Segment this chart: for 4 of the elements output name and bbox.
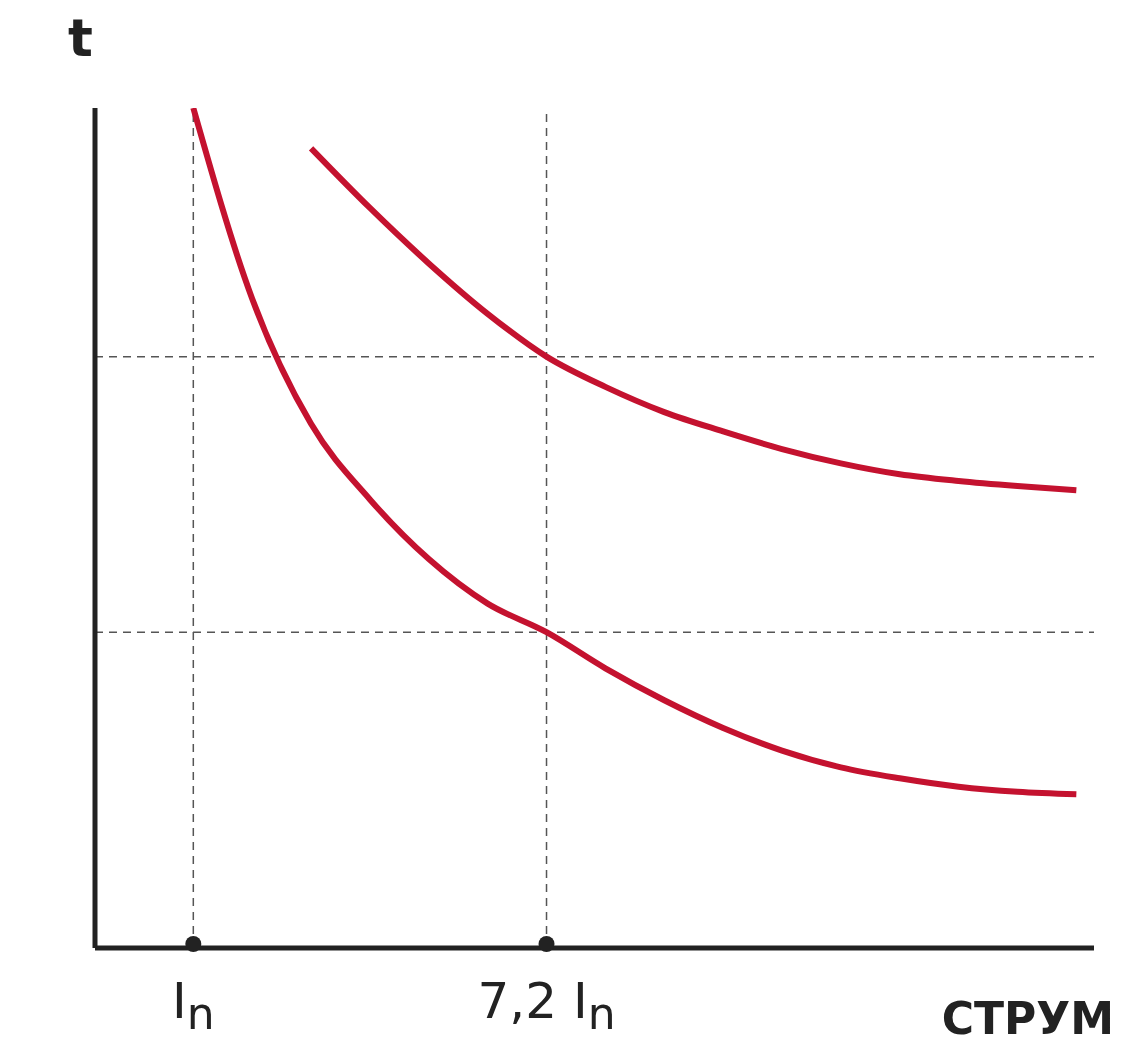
x-tick-label: 7,2 I$_{n}$ — [477, 972, 616, 1039]
y-axis-title: t — [68, 8, 93, 68]
x-tick-label: I$_{n}$ — [171, 972, 215, 1039]
x-axis-title: СТРУМ — [941, 993, 1114, 1044]
